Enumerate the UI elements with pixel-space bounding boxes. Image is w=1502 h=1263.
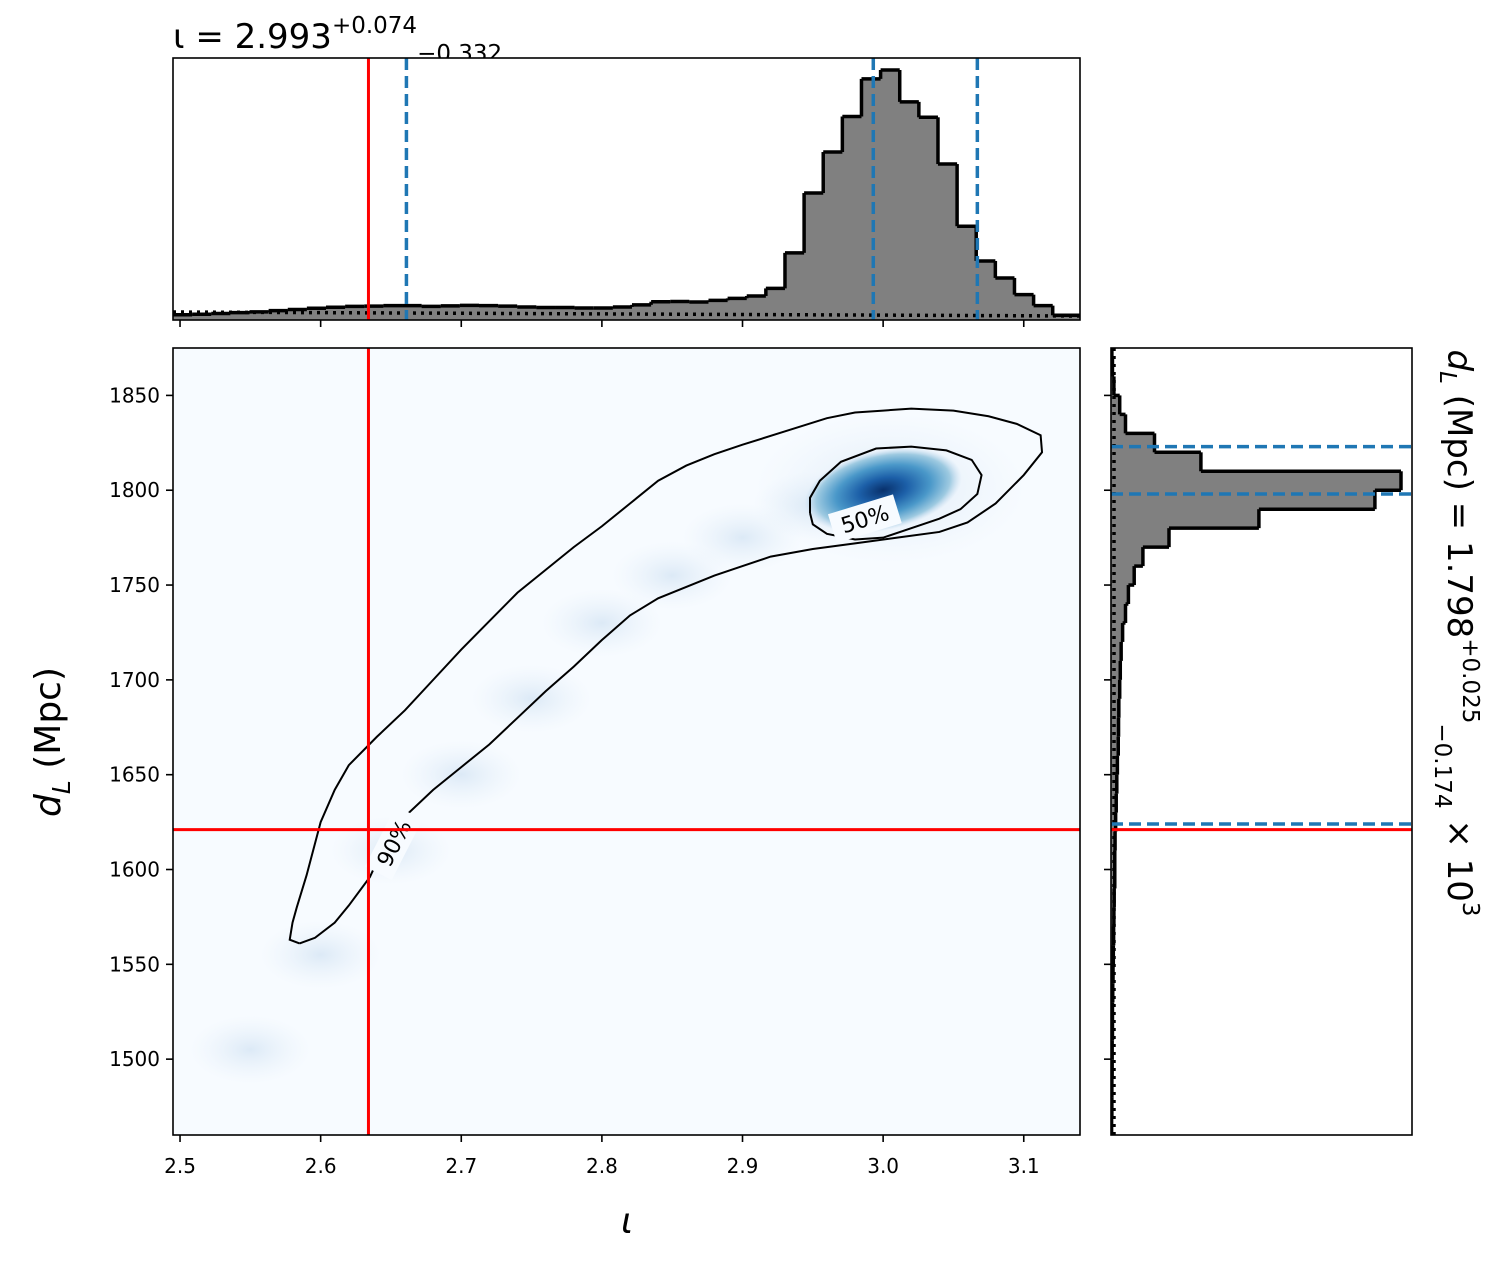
x-tick-label: 2.8 [586,1154,618,1178]
y-tick-label: 1850 [109,383,160,407]
contour-label-bg [364,805,423,881]
right-marginal-title: dL (Mpc) = 1.798+0.025−0.174 × 103 [1429,349,1483,916]
x-tick-label: 2.5 [164,1154,196,1178]
y-tick-label: 1700 [109,668,160,692]
top-marginal-panel: ι = 2.993+0.074−0.332 [172,13,1081,327]
top-marginal-frame [172,57,1081,321]
y-tick-label: 1600 [109,858,160,882]
y-tick-label: 1550 [109,952,160,976]
x-tick-label: 2.7 [445,1154,477,1178]
joint-frame [172,347,1081,1136]
x-tick-label: 3.0 [867,1154,899,1178]
contour-90 [288,407,1044,945]
density-ridge-blob [260,920,381,989]
density-ridge-blob [541,588,662,657]
y-tick-label: 1750 [109,573,160,597]
density-ridge-blob [401,740,522,809]
y-tick-label: 1500 [109,1047,160,1071]
x-tick-label: 3.1 [1008,1154,1040,1178]
right-marginal-panel: dL (Mpc) = 1.798+0.025−0.174 × 103 [1104,347,1483,1136]
y-axis-label: dL (Mpc) [28,667,76,817]
x-tick-label: 2.6 [305,1154,337,1178]
x-axis-label: ι [621,1201,633,1242]
density-ridge-blob [190,1015,311,1084]
y-tick-label: 1800 [109,478,160,502]
contour-label-bg [827,494,902,543]
density-ridge-blob [471,664,592,733]
top-histogram-fill [173,70,1080,320]
top-marginal-title: ι = 2.993+0.074−0.332 [173,13,502,67]
y-tick-label: 1650 [109,763,160,787]
joint-panel: 50%90% 2.5 2.6 2.7 2.8 2.9 3.0 3.1150015501600… [28,347,1081,1242]
x-tick-label: 2.9 [727,1154,759,1178]
right-marginal-frame [1110,347,1413,1136]
right-histogram-fill [1111,348,1401,1135]
